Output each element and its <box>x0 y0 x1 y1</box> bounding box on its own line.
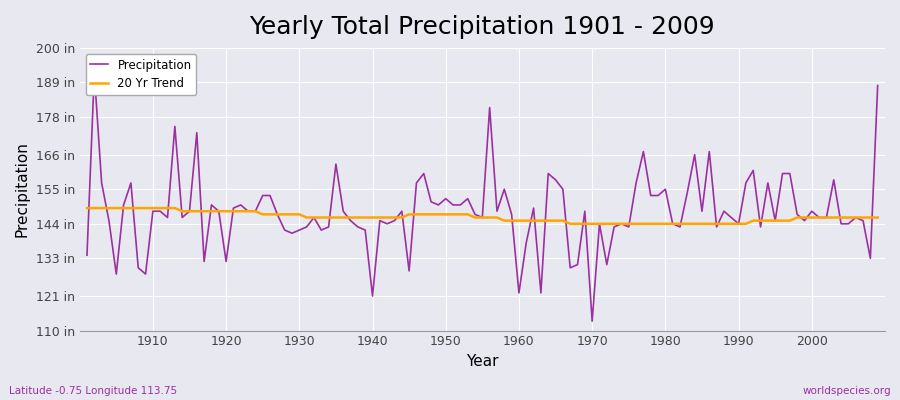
Precipitation <box>89 71 100 76</box>
20 Yr Trend <box>346 215 356 220</box>
20 Yr Trend <box>565 221 576 226</box>
Line: Precipitation: Precipitation <box>87 73 878 321</box>
X-axis label: Year: Year <box>466 354 499 369</box>
Title: Yearly Total Precipitation 1901 - 2009: Yearly Total Precipitation 1901 - 2009 <box>249 15 716 39</box>
Precipitation <box>514 290 525 295</box>
20 Yr Trend <box>514 218 525 223</box>
20 Yr Trend <box>506 218 517 223</box>
20 Yr Trend <box>302 215 312 220</box>
Precipitation <box>82 253 93 258</box>
20 Yr Trend <box>82 206 93 210</box>
Y-axis label: Precipitation: Precipitation <box>15 141 30 237</box>
20 Yr Trend <box>872 215 883 220</box>
Precipitation <box>353 224 364 229</box>
Line: 20 Yr Trend: 20 Yr Trend <box>87 208 878 224</box>
Precipitation <box>872 83 883 88</box>
20 Yr Trend <box>140 206 151 210</box>
20 Yr Trend <box>608 221 619 226</box>
Text: worldspecies.org: worldspecies.org <box>803 386 891 396</box>
Legend: Precipitation, 20 Yr Trend: Precipitation, 20 Yr Trend <box>86 54 196 95</box>
Precipitation <box>309 215 320 220</box>
Precipitation <box>616 221 626 226</box>
Precipitation <box>521 240 532 245</box>
Text: Latitude -0.75 Longitude 113.75: Latitude -0.75 Longitude 113.75 <box>9 386 177 396</box>
Precipitation <box>148 209 158 214</box>
Precipitation <box>587 319 598 324</box>
